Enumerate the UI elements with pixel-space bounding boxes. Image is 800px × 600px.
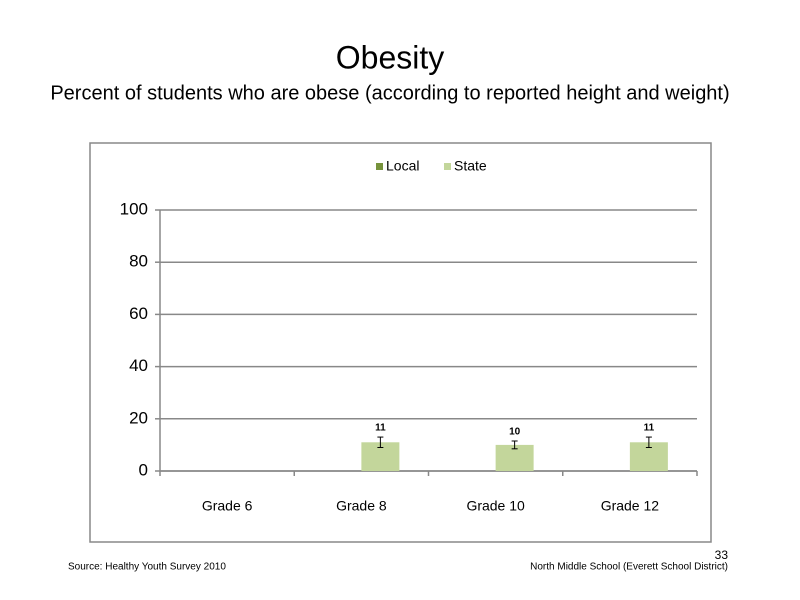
x-tick-label: Grade 12 [601, 498, 660, 514]
chart-title: Obesity [336, 39, 444, 75]
data-label: 10 [509, 427, 521, 438]
data-label: 11 [375, 423, 386, 434]
data-label: 11 [644, 423, 655, 434]
chart-frame [89, 142, 712, 543]
school: North Middle School (Everett School Dist… [530, 562, 728, 573]
page-number: 33 [715, 548, 729, 562]
y-tick-label: 40 [129, 356, 148, 375]
y-tick-label: 60 [129, 304, 148, 323]
error-bar [511, 440, 518, 450]
legend-label: State [454, 158, 487, 174]
y-tick-label: 100 [120, 199, 148, 218]
legend-swatch [444, 163, 451, 170]
chart-subtitle: Percent of students who are obese (accor… [50, 82, 729, 104]
x-tick-label: Grade 10 [466, 498, 525, 514]
legend-label: Local [386, 158, 419, 174]
source: Source: Healthy Youth Survey 2010 [68, 562, 226, 573]
x-tick-label: Grade 8 [336, 498, 387, 514]
legend-swatch [376, 163, 383, 170]
error-bar [377, 436, 384, 449]
x-tick-label: Grade 6 [202, 498, 253, 514]
y-tick-label: 80 [129, 252, 148, 271]
y-tick-label: 20 [129, 408, 148, 427]
y-tick-label: 0 [139, 460, 148, 479]
error-bar [645, 436, 652, 449]
